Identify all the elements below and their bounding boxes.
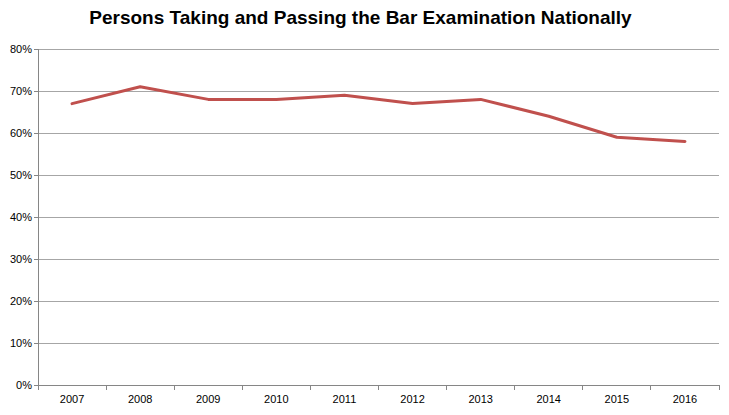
y-tick-label: 70%: [10, 85, 32, 97]
chart-svg: Persons Taking and Passing the Bar Exami…: [0, 0, 729, 415]
grid-line: [38, 217, 719, 218]
grid-line: [38, 91, 719, 92]
y-axis-line: [38, 49, 39, 385]
plot-area: [72, 87, 685, 142]
chart-title: Persons Taking and Passing the Bar Exami…: [89, 7, 632, 28]
x-tick: [106, 385, 107, 390]
x-tick: [514, 385, 515, 390]
x-tick-label: 2007: [60, 393, 84, 405]
x-tick-label: 2016: [673, 393, 697, 405]
y-tick: [34, 343, 38, 344]
y-tick-label: 80%: [10, 43, 32, 55]
y-tick-label: 20%: [10, 295, 32, 307]
x-tick-label: 2008: [128, 393, 152, 405]
x-tick-label: 2011: [333, 393, 357, 405]
x-tick-label: 2013: [468, 393, 492, 405]
x-tick: [650, 385, 651, 390]
grid-line: [38, 133, 719, 134]
y-tick-label: 50%: [10, 169, 32, 181]
y-tick-label: 60%: [10, 127, 32, 139]
x-tick-label: 2015: [605, 393, 629, 405]
x-tick: [378, 385, 379, 390]
y-tick: [34, 217, 38, 218]
x-tick-label: 2009: [196, 393, 220, 405]
x-tick-label: 2014: [537, 393, 561, 405]
x-tick: [310, 385, 311, 390]
x-tick: [719, 385, 720, 390]
x-tick: [38, 385, 39, 390]
y-tick: [34, 385, 38, 386]
chart-container: Persons Taking and Passing the Bar Exami…: [0, 0, 729, 415]
y-tick-label: 0%: [16, 379, 32, 391]
grid-line: [38, 259, 719, 260]
y-tick: [34, 175, 38, 176]
y-tick-label: 40%: [10, 211, 32, 223]
y-tick-label: 10%: [10, 337, 32, 349]
grid-line: [38, 343, 719, 344]
grid-line: [38, 301, 719, 302]
y-tick: [34, 49, 38, 50]
y-tick: [34, 301, 38, 302]
x-tick: [174, 385, 175, 390]
grid-line: [38, 49, 719, 50]
grid-line: [38, 175, 719, 176]
x-tick: [242, 385, 243, 390]
y-tick: [34, 91, 38, 92]
y-tick-label: 30%: [10, 253, 32, 265]
data-line: [72, 87, 685, 142]
y-tick: [34, 133, 38, 134]
x-tick: [446, 385, 447, 390]
x-tick-label: 2012: [400, 393, 424, 405]
x-tick: [582, 385, 583, 390]
y-tick: [34, 259, 38, 260]
background: [0, 0, 729, 415]
x-tick-label: 2010: [264, 393, 288, 405]
